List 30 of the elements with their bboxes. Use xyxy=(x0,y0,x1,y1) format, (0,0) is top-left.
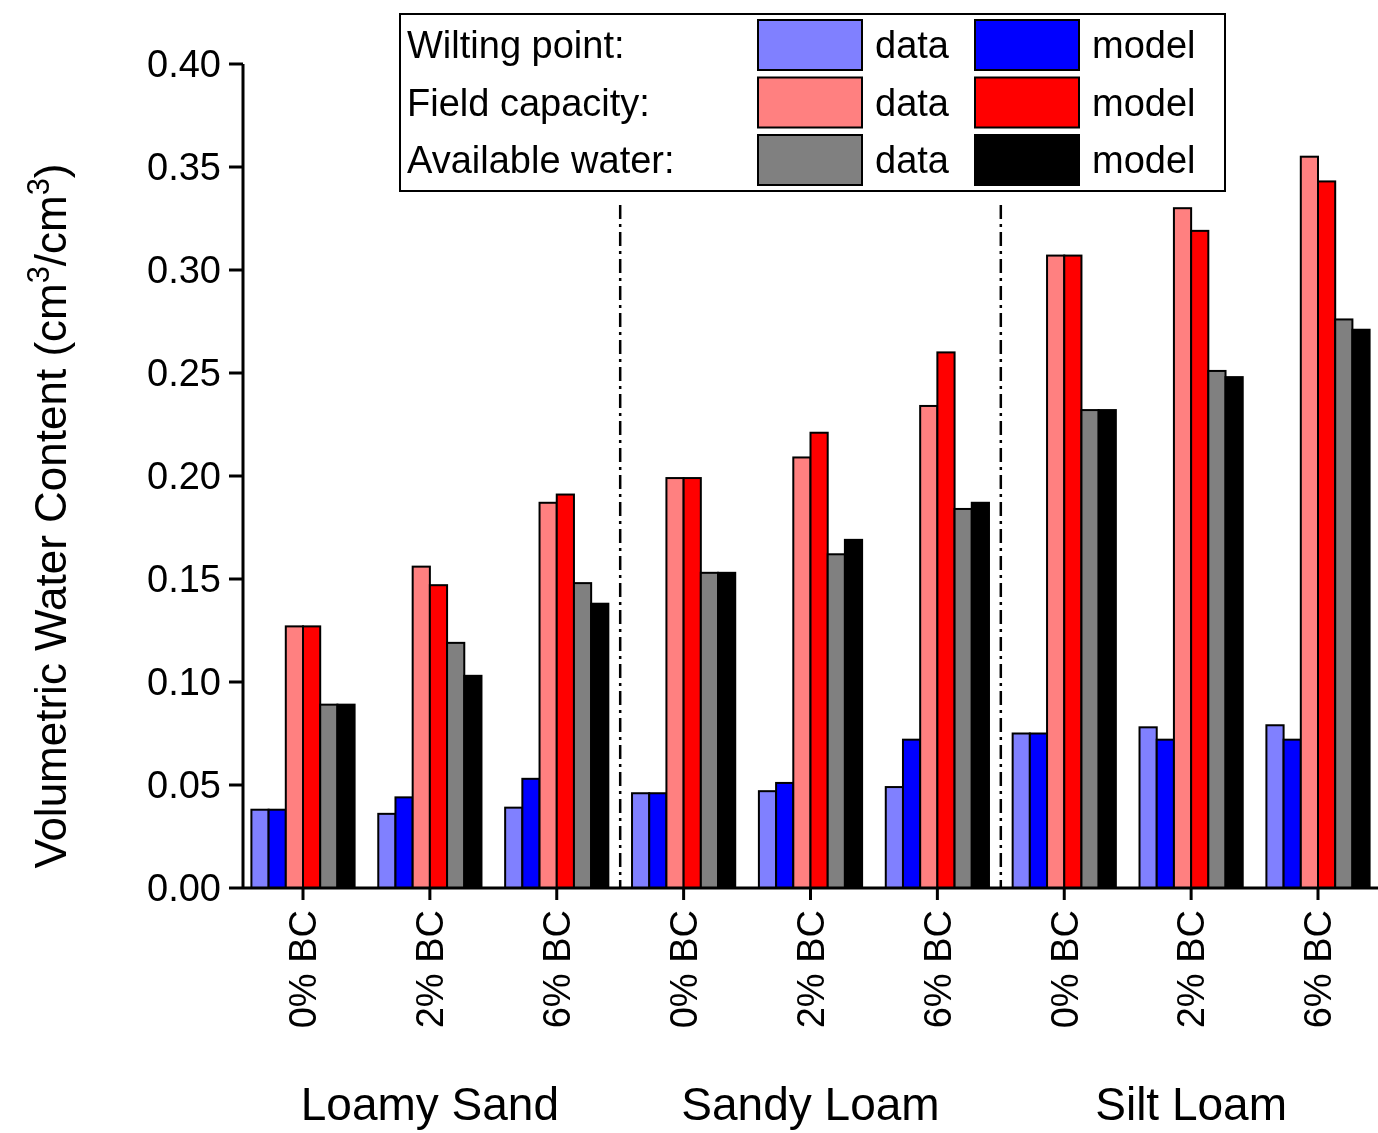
x-tick-label: 6% BC xyxy=(1297,910,1340,1029)
text: Loamy Sand xyxy=(300,1078,560,1130)
annotation: Field capacity: xyxy=(407,81,650,124)
y-tick-label: 0.00 xyxy=(147,867,221,910)
x-tick-label: 2% BC xyxy=(789,910,832,1029)
x-tick-label: 6% BC xyxy=(916,910,959,1029)
annotation: Wilting point: xyxy=(407,24,625,67)
x-tick-label: 0% BC xyxy=(662,910,705,1029)
text: Sandy Loam xyxy=(681,1078,940,1130)
y-tick-label: 0.10 xyxy=(147,661,221,704)
legend-label: data xyxy=(875,81,950,124)
x-tick-label: 6% BC xyxy=(536,910,579,1029)
x-tick-label: 2% BC xyxy=(1170,910,1213,1029)
x-tick-label: 2% BC xyxy=(409,910,452,1029)
legend-label: data xyxy=(875,24,950,67)
y-tick-label: 0.05 xyxy=(147,764,221,807)
legend-label: model xyxy=(1092,139,1196,182)
y-tick-label: 0.15 xyxy=(147,558,221,601)
legend-label: model xyxy=(1092,24,1196,67)
text: Silt Loam xyxy=(1095,1078,1287,1130)
y-tick-label: 0.20 xyxy=(147,455,221,498)
y-tick-label: 0.40 xyxy=(147,43,221,86)
x-tick-label: 0% BC xyxy=(282,910,325,1029)
y-tick-label: 0.25 xyxy=(147,352,221,395)
legend-label: model xyxy=(1092,81,1196,124)
y-tick-label: 0.35 xyxy=(147,146,221,189)
annotation: Available water: xyxy=(407,139,675,182)
x-tick-label: 0% BC xyxy=(1043,910,1086,1029)
y-tick-label: 0.30 xyxy=(147,249,221,292)
legend-label: data xyxy=(875,139,950,182)
